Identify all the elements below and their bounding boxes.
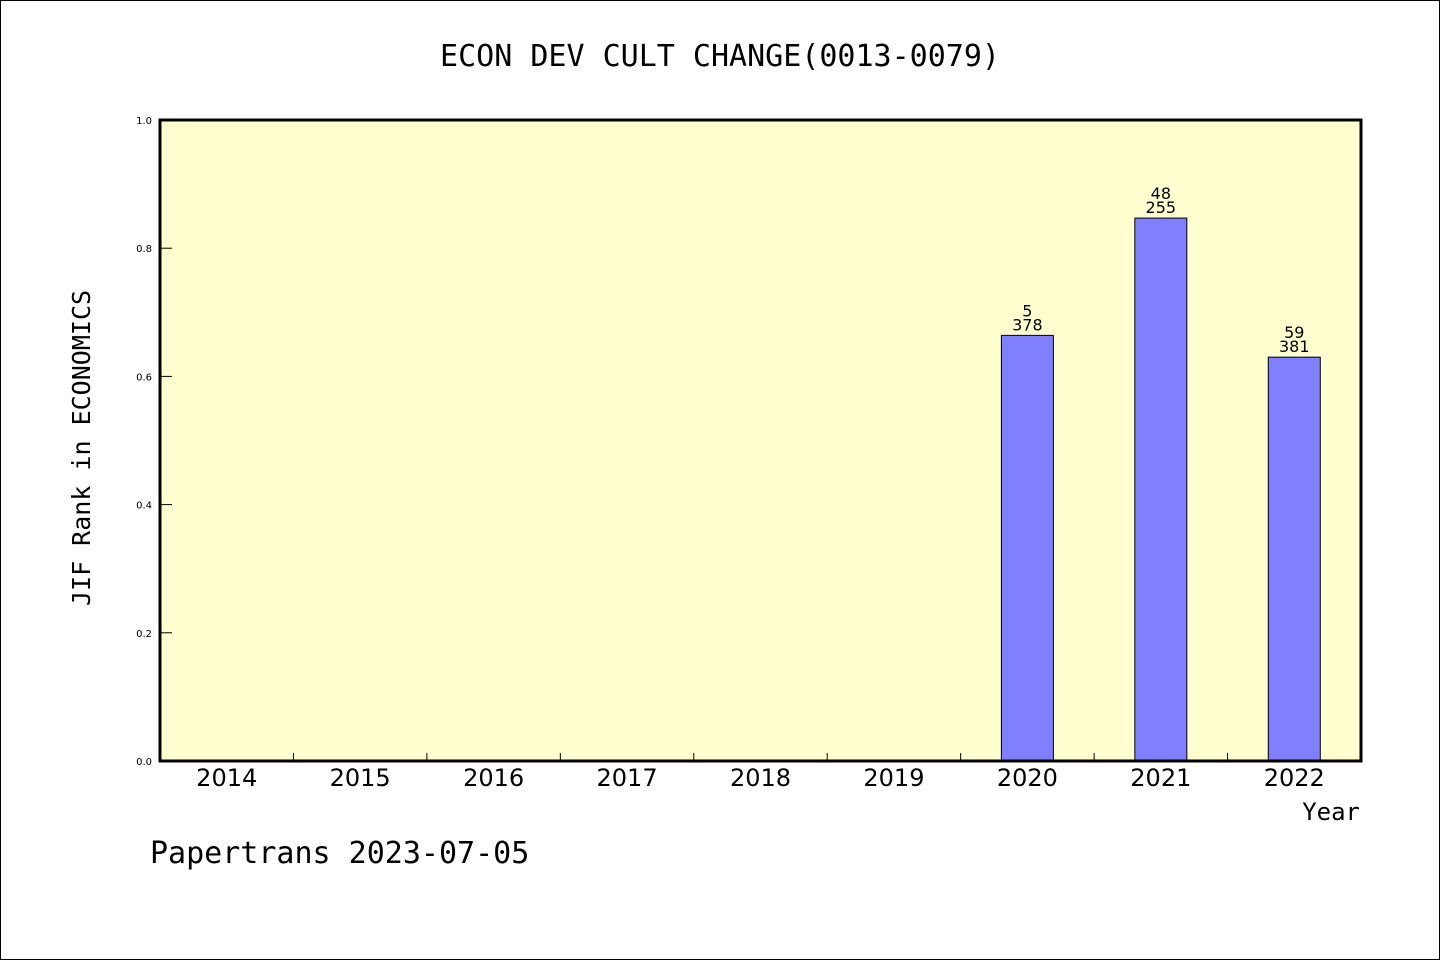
y-tick-label: 0.6 <box>136 372 152 383</box>
data-label-total: 255 <box>1146 198 1177 217</box>
x-tick-label: 2021 <box>1130 764 1191 792</box>
bar-2020 <box>1000 334 1054 762</box>
y-tick-label: 0.0 <box>136 757 152 768</box>
y-tick-label: 0.2 <box>136 629 152 640</box>
x-tick-label: 2017 <box>597 764 658 792</box>
data-label-rank: 5 <box>1022 301 1032 320</box>
x-tick-label: 2022 <box>1264 764 1325 792</box>
bar-2022 <box>1267 356 1321 762</box>
data-label-total: 378 <box>1012 315 1043 334</box>
plot-border <box>158 118 1363 763</box>
x-tick-label: 2018 <box>730 764 791 792</box>
bars-group <box>1000 217 1321 762</box>
x-tick-label: 2014 <box>196 764 257 792</box>
y-axis-label: JIF Rank in ECONOMICS <box>67 290 96 606</box>
data-label-rank: 59 <box>1284 323 1304 342</box>
y-tick-label: 0.8 <box>136 244 152 255</box>
x-axis: 2014 2015 2016 2017 2018 2019 2020 2021 2022 <box>196 753 1325 792</box>
bar-2021 <box>1134 217 1188 762</box>
x-tick-label: 2019 <box>863 764 924 792</box>
x-tick-label: 2015 <box>330 764 391 792</box>
data-label-total: 381 <box>1279 337 1310 356</box>
y-tick-label: 0.4 <box>136 501 152 512</box>
y-tick-label: 1.0 <box>136 116 152 127</box>
x-axis-label: Year <box>1302 798 1360 826</box>
chart-title: ECON DEV CULT CHANGE(0013-0079) <box>440 39 1000 74</box>
footer-text: Papertrans 2023-07-05 <box>150 836 529 871</box>
x-tick-label: 2020 <box>997 764 1058 792</box>
data-label-rank: 48 <box>1151 184 1171 203</box>
x-tick-label: 2016 <box>463 764 524 792</box>
